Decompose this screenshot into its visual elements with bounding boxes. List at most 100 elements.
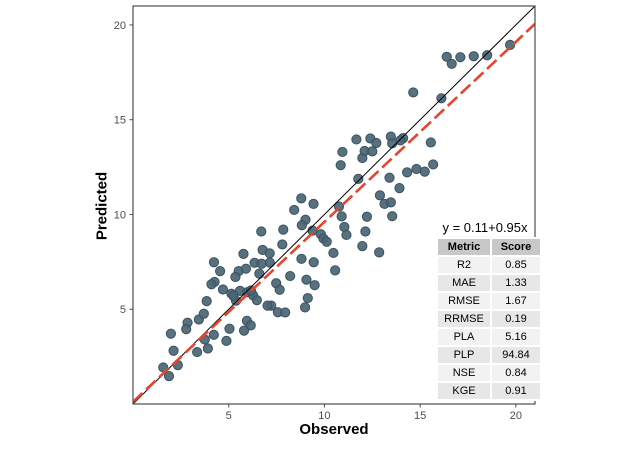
- data-point: [285, 270, 296, 282]
- data-point: [296, 253, 307, 264]
- metric-cell: PLP: [438, 347, 490, 363]
- data-point: [296, 220, 307, 231]
- data-point: [256, 258, 267, 269]
- data-point: [353, 173, 364, 184]
- data-point: [337, 146, 348, 158]
- data-point: [221, 335, 232, 346]
- data-point: [299, 302, 311, 313]
- data-point: [341, 229, 352, 241]
- metrics-row: MAE 1.33: [438, 275, 540, 291]
- data-point: [395, 135, 406, 146]
- data-point: [240, 263, 252, 274]
- panel-border: [132, 5, 536, 405]
- data-point: [402, 167, 413, 178]
- x-tick-label: 10: [318, 410, 330, 422]
- data-point: [228, 290, 239, 301]
- metrics-table: Metric Score R2 0.85 MAE 1.33 RMSE 1.67 RRMSE 0.…: [436, 237, 542, 401]
- data-point: [245, 320, 256, 331]
- metric-cell: NSE: [438, 365, 490, 381]
- data-point: [446, 58, 457, 69]
- data-layer: [133, 6, 535, 404]
- score-cell: 0.19: [492, 311, 540, 327]
- data-point: [371, 137, 382, 149]
- data-point: [425, 137, 436, 148]
- data-point: [264, 257, 275, 268]
- score-cell: 0.84: [492, 365, 540, 381]
- metrics-row: PLA 5.16: [438, 329, 540, 345]
- data-point: [384, 172, 395, 183]
- score-cell: 0.91: [492, 383, 540, 399]
- data-point: [367, 146, 378, 157]
- score-cell: 1.33: [492, 275, 540, 291]
- data-point: [163, 371, 175, 382]
- data-point: [357, 241, 368, 252]
- data-point: [394, 183, 405, 194]
- data-point: [301, 274, 312, 285]
- data-point: [224, 323, 235, 334]
- data-point: [262, 300, 273, 311]
- data-point: [361, 211, 373, 222]
- metric-cell: RMSE: [438, 293, 490, 309]
- data-point: [201, 295, 212, 307]
- data-point: [296, 193, 307, 204]
- data-point: [215, 266, 226, 277]
- data-point: [505, 39, 516, 50]
- data-point: [302, 292, 313, 304]
- data-point: [441, 51, 452, 62]
- x-tick-label: 5: [226, 410, 232, 422]
- data-point: [360, 226, 371, 237]
- metrics-row: R2 0.85: [438, 257, 540, 273]
- metrics-table-header: Metric Score: [438, 239, 540, 255]
- metric-header-cell: Metric: [438, 239, 490, 255]
- metrics-row: PLP 94.84: [438, 347, 540, 363]
- data-point: [168, 345, 179, 356]
- data-point: [468, 51, 479, 62]
- data-point: [238, 248, 249, 259]
- data-point: [254, 268, 265, 279]
- data-point: [455, 52, 466, 63]
- score-header-cell: Score: [492, 239, 540, 255]
- data-point: [202, 343, 213, 354]
- data-point: [308, 198, 319, 209]
- x-tick-label: 15: [414, 410, 426, 422]
- data-point: [428, 159, 439, 170]
- data-point: [238, 325, 250, 336]
- metrics-row: NSE 0.84: [438, 365, 540, 381]
- data-point: [165, 328, 177, 339]
- data-point: [206, 279, 217, 290]
- data-point: [336, 211, 347, 222]
- metrics-row: RMSE 1.67: [438, 293, 540, 309]
- data-point: [408, 87, 419, 98]
- data-point: [251, 295, 262, 306]
- x-tick-label: 20: [510, 410, 522, 422]
- metrics-header-row: Metric Score: [438, 239, 540, 255]
- data-point: [419, 166, 430, 177]
- metrics-table-body: R2 0.85 MAE 1.33 RMSE 1.67 RRMSE 0.19 PLA 5.16 PLP…: [438, 257, 540, 399]
- data-point: [198, 308, 209, 319]
- metric-cell: KGE: [438, 383, 490, 399]
- score-cell: 94.84: [492, 347, 540, 363]
- data-point: [351, 134, 362, 145]
- data-point: [308, 257, 319, 268]
- y-tick-label: 20: [114, 20, 126, 32]
- data-point: [230, 271, 241, 283]
- y-tick-label: 15: [114, 115, 126, 127]
- x-axis-title: Observed: [299, 421, 369, 438]
- data-point: [217, 284, 229, 295]
- metric-cell: RRMSE: [438, 311, 490, 327]
- y-tick-label: 5: [120, 304, 126, 316]
- regression-equation-label: y = 0.11+0.95x: [442, 220, 528, 235]
- data-point: [256, 226, 267, 237]
- metric-cell: MAE: [438, 275, 490, 291]
- data-point: [374, 247, 385, 258]
- data-point: [277, 239, 288, 250]
- data-point: [374, 190, 386, 201]
- y-axis-title: Predicted: [93, 171, 111, 241]
- data-point: [274, 284, 285, 295]
- metrics-row: KGE 0.91: [438, 383, 540, 399]
- data-point: [482, 50, 493, 61]
- score-cell: 1.67: [492, 293, 540, 309]
- regression-line: [133, 22, 535, 403]
- data-point: [387, 211, 398, 222]
